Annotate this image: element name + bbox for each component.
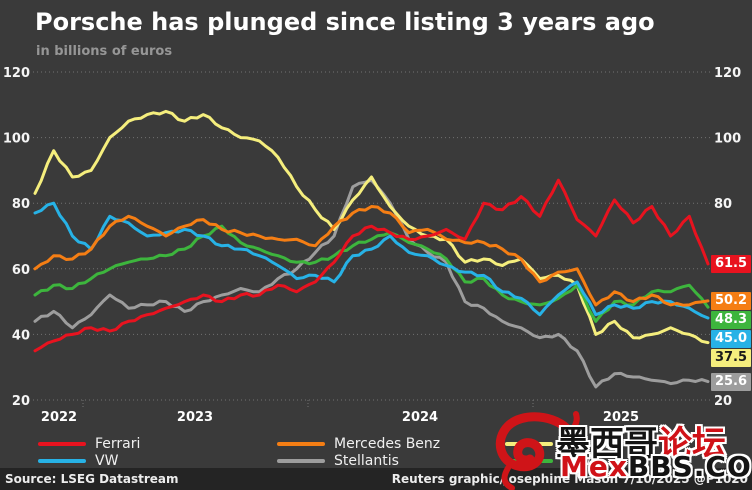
footer-band: Source: LSEG Datastream Reuters graphic/… (0, 468, 752, 490)
x-axis-label-2022: 2022 (41, 410, 77, 425)
series-line-ferrari (33, 178, 710, 353)
legend-label-bmw: BMW (562, 453, 598, 469)
legend-swatch-porsche (505, 442, 553, 446)
legend-column-2: Mercedes Benz Stellantis (277, 436, 441, 469)
series-line-bmw (33, 224, 710, 323)
legend-swatch-vw (38, 459, 86, 463)
x-axis-label-2024: 2024 (402, 410, 438, 425)
y-axis-label-left-120: 120 (3, 66, 30, 81)
legend-item-mercedes-benz: Mercedes Benz (277, 436, 441, 452)
chart-subtitle: in billions of euros (36, 44, 173, 59)
y-axis-label-right-100: 100 (714, 132, 741, 147)
legend-swatch-ferrari (38, 442, 86, 446)
x-axis-label-2023: 2023 (177, 410, 213, 425)
chart-title: Porsche has plunged since listing 3 year… (35, 8, 655, 36)
legend-column-1: Ferrari VW (38, 436, 141, 469)
chart-legend: Ferrari VW Mercedes Benz Stellantis Porsche B… (0, 436, 752, 469)
legend-item-stellantis: Stellantis (277, 453, 440, 469)
legend-label-porsche: Porsche (562, 436, 617, 452)
series-line-vw (33, 201, 710, 320)
legend-item-ferrari: Ferrari (38, 436, 141, 452)
y-axis-label-left-60: 60 (12, 263, 30, 278)
legend-swatch-mercedes-benz (277, 442, 325, 446)
legend-swatch-bmw (505, 459, 553, 463)
value-chip-stellantis: 25.6 (711, 372, 751, 391)
series-line-stellantis (33, 178, 710, 389)
x-axis-label-2025: 2025 (603, 410, 639, 425)
series-line-porsche (33, 109, 710, 345)
series-line-mercedes-benz (33, 205, 710, 307)
legend-label-mercedes-benz: Mercedes Benz (334, 436, 441, 452)
legend-label-vw: VW (95, 453, 119, 469)
credit-note: Reuters graphic/Josephine Mason 7/10/202… (391, 472, 748, 486)
legend-column-3: Porsche BMW (505, 436, 617, 469)
value-chip-porsche: 37.5 (711, 348, 751, 367)
source-note: Source: LSEG Datastream (5, 472, 179, 486)
y-axis-label-right-20: 20 (714, 394, 732, 409)
legend-label-ferrari: Ferrari (95, 436, 141, 452)
legend-item-vw: VW (38, 453, 140, 469)
legend-item-bmw: BMW (505, 453, 617, 469)
legend-swatch-stellantis (277, 459, 325, 463)
value-chip-vw: 45.0 (711, 329, 751, 348)
line-chart: 20 20 40 60 80 80 100 100 120 120 2022 2023 2024 2025 (3, 66, 741, 425)
y-axis-label-left-40: 40 (12, 328, 30, 343)
value-chip-mercedes-benz: 50.2 (711, 291, 751, 310)
legend-label-stellantis: Stellantis (334, 453, 399, 469)
y-axis-label-left-20: 20 (12, 394, 30, 409)
y-axis-label-left-80: 80 (12, 197, 30, 212)
y-axis-label-right-120: 120 (714, 66, 741, 81)
y-axis-label-right-80: 80 (714, 197, 732, 212)
value-chip-ferrari: 61.5 (711, 254, 751, 273)
value-chip-bmw: 48.3 (711, 310, 751, 329)
legend-item-porsche: Porsche (505, 436, 617, 452)
y-axis-label-left-100: 100 (3, 132, 30, 147)
